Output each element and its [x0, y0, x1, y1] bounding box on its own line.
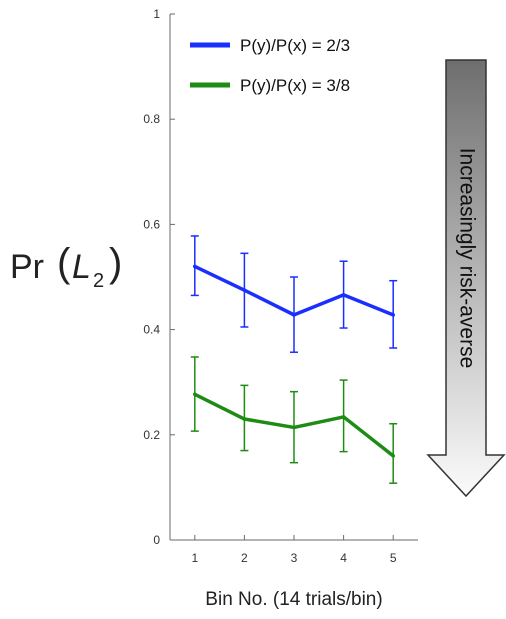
y-axis-label-close-paren: ) [109, 241, 122, 285]
risk-averse-arrow: Increasingly risk-averse [426, 59, 506, 498]
data-point [391, 313, 396, 317]
data-point [341, 415, 346, 419]
y-axis-label-variable: L [72, 248, 91, 286]
y-axis-label-open-paren: ( [57, 241, 71, 285]
data-point [341, 293, 346, 297]
data-point [391, 454, 396, 458]
x-tick-label: 1 [191, 551, 198, 565]
series-2 [190, 356, 398, 484]
x-tick-label: 2 [241, 551, 248, 565]
y-axis-label-subscript: 2 [93, 270, 104, 292]
y-ticks: 0 0.2 0.4 0.6 0.8 1 [143, 7, 175, 547]
x-axis-label: Bin No. (14 trials/bin) [205, 589, 382, 610]
data-point [292, 313, 296, 317]
data-point [242, 288, 247, 292]
legend-label-series-1: P(y)/P(x) = 2/3 [240, 36, 350, 55]
x-tick-label: 3 [291, 551, 298, 565]
y-tick-label: 0.4 [143, 323, 160, 337]
y-axis-label: Pr ( L 2 ) [10, 241, 122, 292]
data-point [193, 264, 197, 269]
data-point [193, 392, 197, 397]
data-point [292, 425, 296, 430]
data-point [242, 417, 247, 421]
down-arrow-icon [426, 59, 506, 498]
y-tick-label: 0.8 [143, 112, 160, 126]
y-axis-label-prefix: Pr [10, 248, 44, 286]
arrow-annotation-text: Increasingly risk-averse [455, 148, 478, 369]
y-tick-label: 0.6 [143, 217, 160, 231]
series-layer [190, 235, 398, 484]
series-1 [190, 235, 398, 353]
x-ticks: 1 2 3 4 5 [191, 535, 397, 565]
legend: P(y)/P(x) = 2/3 P(y)/P(x) = 3/8 [190, 36, 350, 95]
y-tick-label: 1 [153, 7, 160, 21]
legend-label-series-2: P(y)/P(x) = 3/8 [240, 76, 350, 95]
x-tick-label: 4 [340, 551, 347, 565]
y-tick-label: 0.2 [143, 428, 160, 442]
y-tick-label: 0 [153, 533, 160, 547]
x-tick-label: 5 [390, 551, 397, 565]
